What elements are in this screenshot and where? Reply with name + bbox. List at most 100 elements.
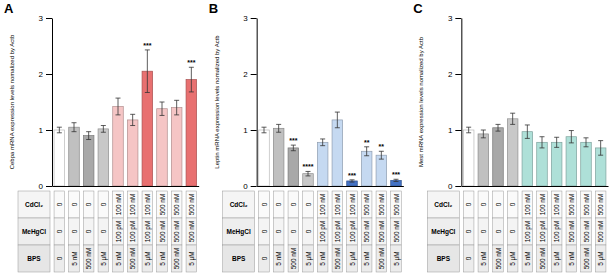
y-axis-line [461, 19, 462, 187]
table-cell-label: 100 pM [334, 221, 342, 243]
bar [83, 136, 94, 186]
table-row-header: MeHgCl [227, 228, 251, 236]
error-bar-stem [468, 127, 469, 133]
error-bar [379, 151, 384, 159]
y-tick-label: 1 [243, 126, 248, 135]
table-cell-label: 0 [495, 229, 502, 233]
table-cell [171, 218, 182, 245]
table-cell [54, 191, 65, 218]
error-bar-cap [291, 145, 296, 146]
table-cell [273, 191, 284, 218]
table-cell-label: 500 nM [583, 248, 590, 270]
table-header-cell [18, 245, 50, 272]
error-bar-stem [162, 102, 163, 115]
error-bar [86, 132, 91, 140]
table-cell-label: 0 [275, 229, 282, 233]
error-bar-cap [262, 127, 267, 128]
bar [332, 120, 343, 186]
table-cell [332, 245, 343, 272]
panel-title: A [4, 1, 14, 16]
table-cell-label: 0 [480, 229, 487, 233]
error-bar-stem [542, 137, 543, 148]
error-bar [481, 130, 486, 138]
table-cell [522, 191, 533, 218]
y-axis: 0123 [448, 14, 462, 191]
table-cell [69, 245, 80, 272]
error-bar-stem [118, 98, 119, 115]
table-row-header: BPS [27, 255, 41, 262]
table-cell-label: 100 pM [553, 221, 561, 243]
table-cell [581, 218, 592, 245]
table-cell-label: 5 nM [159, 251, 166, 265]
table-cell [113, 245, 124, 272]
table-cell [127, 218, 138, 245]
error-bar-cap [145, 92, 150, 93]
error-bar-cap [364, 146, 369, 147]
y-tick-mark [46, 186, 52, 187]
error-bar-cap [116, 98, 121, 99]
error-bar-cap [130, 125, 135, 126]
table-cell-label: 5 μM [597, 251, 605, 266]
error-bar-cap [466, 127, 471, 128]
table-cell-label: 500 nM [173, 248, 180, 270]
x-axis-line [257, 186, 404, 187]
table-cell-label: 500 nM [393, 194, 400, 216]
table-cell [317, 245, 328, 272]
table-cell-label: 0 [56, 256, 63, 260]
panel-title: B [209, 1, 218, 16]
table-cell [391, 245, 402, 272]
error-bar [306, 171, 311, 175]
error-bar [569, 131, 574, 143]
table-header-cell [223, 191, 255, 218]
bar [157, 109, 168, 186]
y-axis-line [52, 19, 53, 187]
error-bar [540, 137, 545, 148]
table-cell-label: 100 nM [539, 194, 546, 216]
table-row-header: BPS [437, 255, 451, 262]
significance-label: *** [143, 42, 151, 49]
table-cell-label: 0 [290, 202, 297, 206]
table-cell [566, 191, 577, 218]
y-tick: 1 [39, 126, 52, 135]
table-cell [69, 191, 80, 218]
y-axis-title: Mest mRNA expression levels nomalized by… [418, 36, 424, 167]
y-tick-label: 2 [448, 70, 453, 79]
table-cell-label: 500 nM [378, 248, 385, 270]
table-cell-label: 500 nM [495, 248, 502, 270]
error-bar-cap [379, 159, 384, 160]
table-cell [259, 218, 270, 245]
table-cell [478, 245, 489, 272]
table-cell [478, 218, 489, 245]
table-cell-label: 0 [71, 202, 78, 206]
error-bar-cap [160, 115, 165, 116]
error-bar-stem [132, 114, 133, 125]
table-header-cell [223, 245, 255, 272]
panel: 0123******Cebpa mRNA expression levels n… [4, 1, 199, 272]
significance-label: *** [348, 172, 356, 179]
table-cell [522, 245, 533, 272]
error-bar-cap [86, 139, 91, 140]
error-bar-cap [510, 124, 515, 125]
error-bar [72, 123, 77, 132]
table-cell [98, 245, 109, 272]
bar [186, 80, 197, 186]
table-cell-label: 500 nM [539, 248, 546, 270]
error-bar [350, 180, 355, 182]
table-cell-label: 5 nM [363, 251, 370, 265]
bar [522, 132, 533, 186]
table-cell [186, 245, 197, 272]
y-axis: 0123 [39, 14, 53, 191]
bar [463, 130, 474, 186]
y-tick-label: 3 [448, 14, 453, 23]
error-bar [525, 125, 530, 138]
table-cell [113, 218, 124, 245]
error-bar-cap [276, 124, 281, 125]
y-tick: 2 [448, 70, 461, 79]
table-cell-label: 100 pM [115, 221, 123, 243]
y-tick-label: 2 [39, 70, 44, 79]
table-cell [332, 191, 343, 218]
y-axis: 0123 [243, 14, 257, 191]
table-cell-label: 500 nM [188, 221, 195, 243]
y-axis-title: Cebpa mRNA expression levels nomalized b… [9, 34, 15, 169]
table-header-cell [223, 218, 255, 245]
